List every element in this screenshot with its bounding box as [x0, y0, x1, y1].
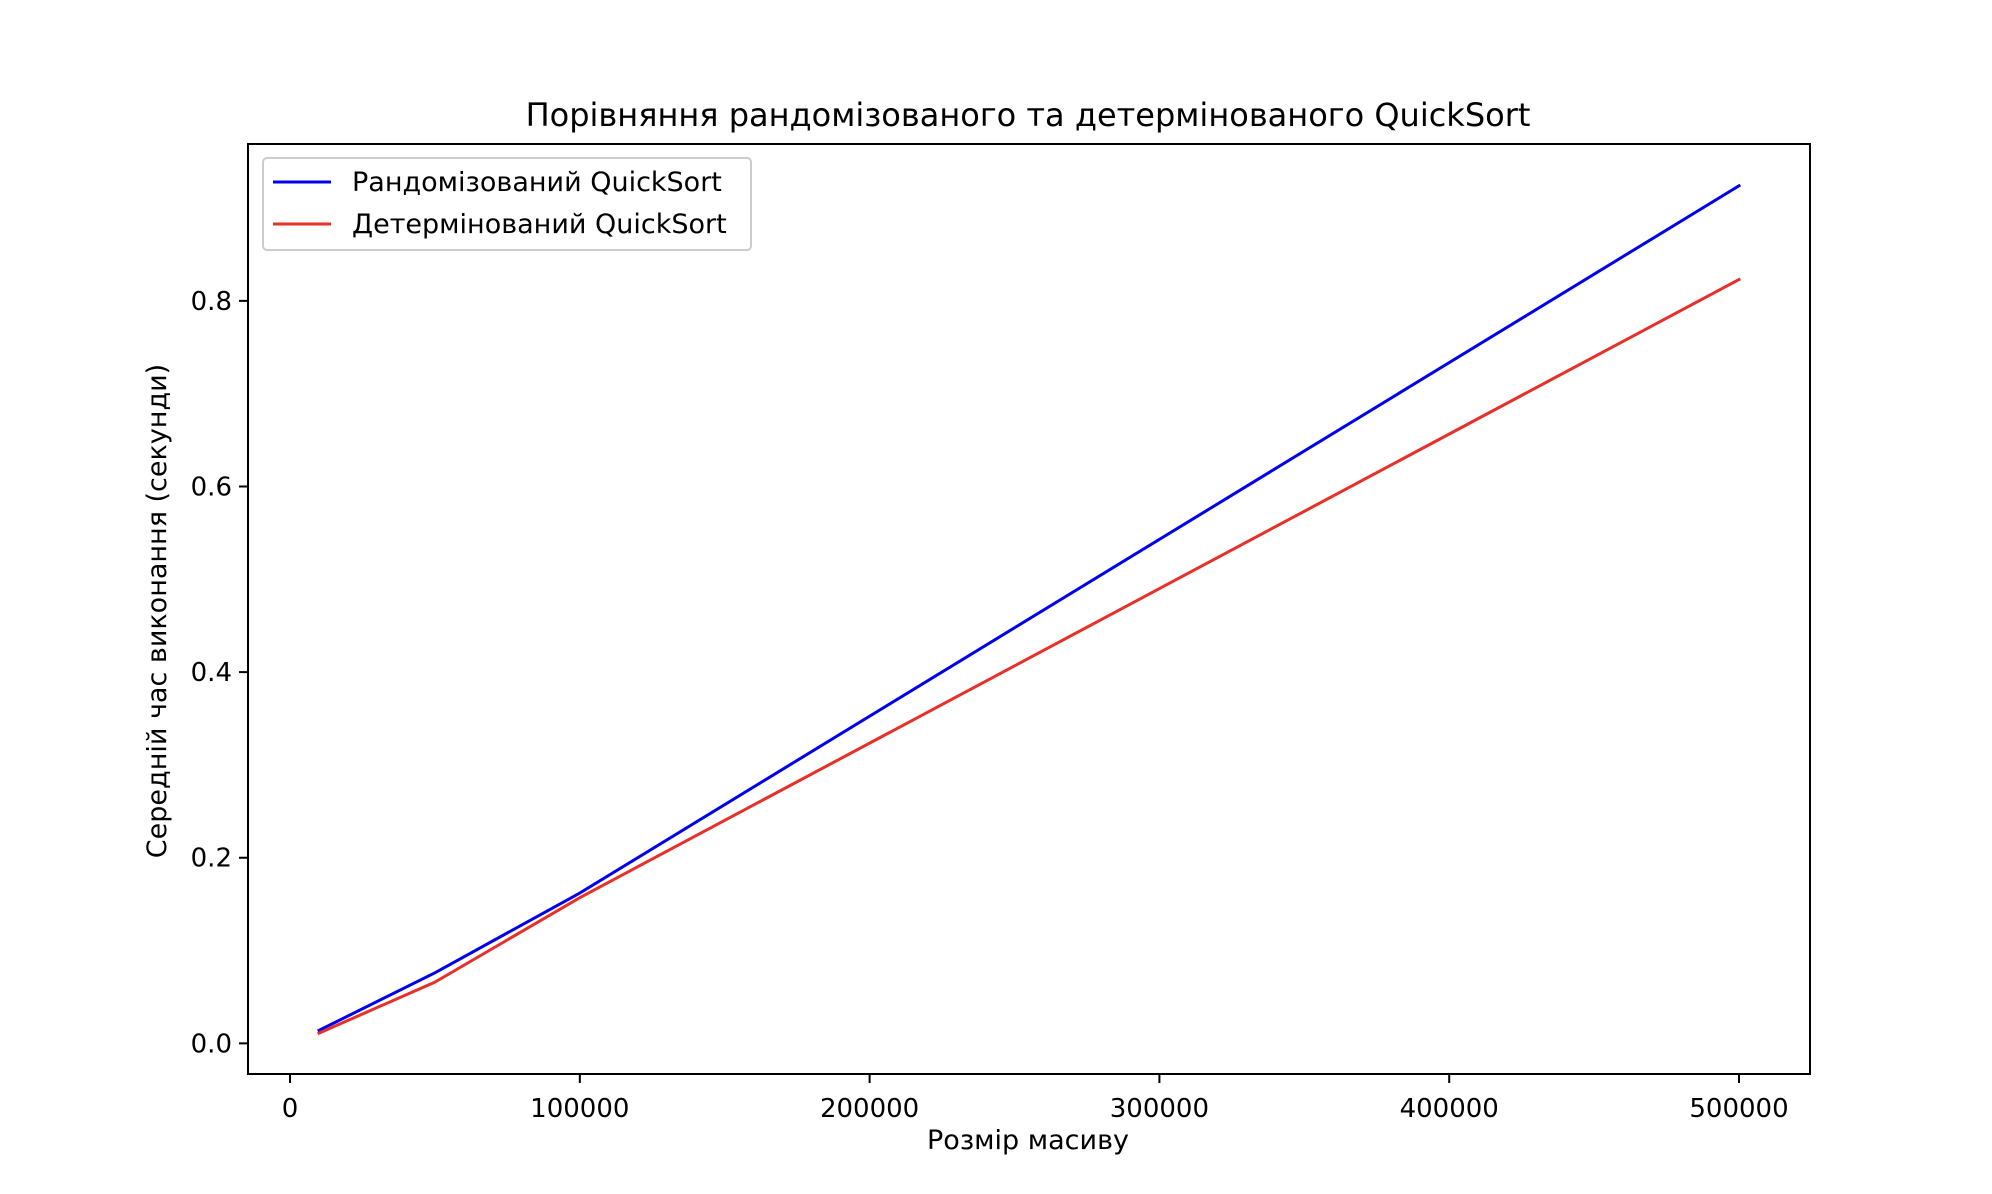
series-line-0 — [316, 183, 1742, 1033]
legend-box — [262, 157, 752, 251]
x-axis: 0 100000 200000 300000 400000 500000 — [282, 1074, 1789, 1124]
series-layer — [316, 183, 1742, 1036]
chart-title: Порівняння рандомізованого та детермінов… — [526, 96, 1531, 134]
x-tick-label: 200000 — [820, 1094, 919, 1124]
x-tick-label: 300000 — [1110, 1094, 1209, 1124]
y-tick-label: 0.0 — [191, 1029, 232, 1059]
legend-label-1: Детермінований QuickSort — [352, 209, 727, 240]
legend-label-0: Рандомізований QuickSort — [352, 167, 722, 198]
x-tick-label: 100000 — [530, 1094, 629, 1124]
y-tick-label: 0.6 — [191, 472, 232, 502]
x-tick-label: 500000 — [1689, 1094, 1788, 1124]
y-tick-label: 0.4 — [191, 658, 232, 688]
y-axis: 0.0 0.2 0.4 0.6 0.8 — [191, 287, 248, 1059]
legend: Рандомізований QuickSort Детермінований Q… — [262, 157, 752, 251]
plot-area — [248, 144, 1810, 1074]
x-tick-label: 0 — [282, 1094, 299, 1124]
y-tick-label: 0.8 — [191, 287, 232, 317]
y-tick-label: 0.2 — [191, 844, 232, 874]
x-axis-label: Розмір масиву — [927, 1125, 1129, 1156]
y-axis-label: Середній час виконання (секунди) — [142, 364, 173, 858]
x-tick-label: 400000 — [1400, 1094, 1499, 1124]
plot-frame — [247, 143, 1811, 1075]
series-line-1 — [317, 277, 1742, 1036]
